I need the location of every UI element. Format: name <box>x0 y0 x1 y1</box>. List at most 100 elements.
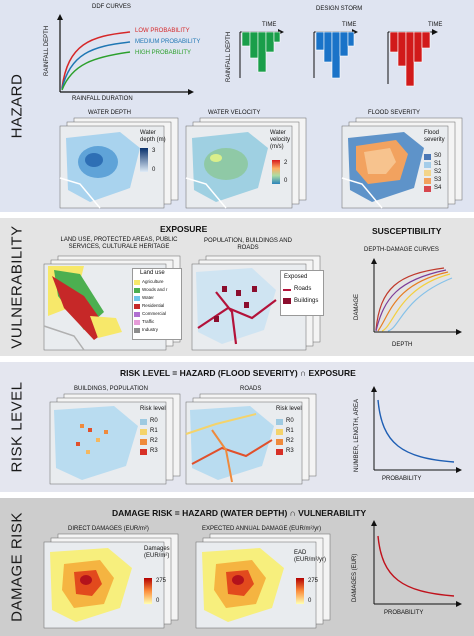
landuse-legend-title: Land use <box>140 270 165 276</box>
storm-ylabel: RAINFALL DEPTH <box>226 31 232 82</box>
risk-roads-map-stack <box>185 393 317 485</box>
water-velocity-map-stack <box>185 117 307 209</box>
depth-damage-ylabel: DAMAGE <box>354 293 360 320</box>
ddf-title: DDF CURVES <box>92 4 131 10</box>
storm-time-label-3: TIME <box>428 22 443 28</box>
ddf-chart <box>57 14 194 95</box>
ddf-curve-low <box>61 31 131 89</box>
legend-high-probability: HIGH PROBABILITY <box>135 50 192 56</box>
flood-severity-map-stack <box>341 117 463 209</box>
damage-risk-title: DAMAGE RISK <box>8 512 26 622</box>
ead-min: 0 <box>308 598 312 604</box>
landuse-agriculture: Agriculture <box>142 279 164 284</box>
direct-damages-max: 275 <box>156 578 167 584</box>
flood-severity-legend-title: Flood severity <box>424 130 445 143</box>
susceptibility-title: SUSCEPTIBILITY <box>372 226 442 236</box>
severity-class-s1: S1 <box>434 161 442 167</box>
design-storm-hyetographs <box>239 29 438 87</box>
exposure-title: EXPOSURE <box>160 224 208 234</box>
landuse-industry: Industry <box>142 327 159 332</box>
risk-class-r3: R3 <box>150 448 158 454</box>
risk-roads-caption: ROADS <box>240 386 262 392</box>
ddf-x-arrow <box>188 89 194 95</box>
storm-blue <box>313 29 358 79</box>
storm-title: DESIGN STORM <box>316 6 363 12</box>
depth-damage-chart <box>371 258 462 335</box>
water-depth-title: WATER DEPTH <box>88 110 131 116</box>
ead-colorbar <box>296 578 304 604</box>
water-depth-colorbar <box>140 148 148 172</box>
ddf-curve-medium <box>61 41 131 90</box>
severity-class-s4: S4 <box>434 185 442 191</box>
ddf-curve-high <box>61 51 131 91</box>
severity-class-s0: S0 <box>434 153 442 159</box>
damage-risk-header: DAMAGE RISK = HAZARD (WATER DEPTH) ∩ VUL… <box>112 508 367 518</box>
storm-time-label-1: TIME <box>262 22 277 28</box>
damage-xlabel: PROBABILITY <box>384 610 424 616</box>
vulnerability-title: VULNERABILITY <box>8 225 26 349</box>
hazard-title: HAZARD <box>8 73 26 139</box>
risk-roads-class-r2: R2 <box>286 438 294 444</box>
direct-damages-legend-title: Damages (EUR/m²) <box>144 546 170 559</box>
direct-damages-min: 0 <box>156 598 160 604</box>
risk-roads-class-r3: R3 <box>286 448 294 454</box>
landuse-water: Water <box>142 295 154 300</box>
severity-class-s3: S3 <box>434 177 442 183</box>
water-velocity-min: 0 <box>284 178 288 184</box>
risk-class-r1: R1 <box>150 428 158 434</box>
ead-max: 275 <box>308 578 319 584</box>
water-depth-legend-title: Water depth (m) <box>140 130 166 143</box>
exposed-roads: Roads <box>294 286 312 292</box>
population-caption: POPULATION, BUILDINGS AND ROADS <box>204 238 292 251</box>
depth-damage-xlabel: DEPTH <box>392 342 413 348</box>
risk-level-section: RISK LEVEL RISK LEVEL = HAZARD (FLOOD SE… <box>0 362 474 492</box>
risk-roads-class-r0: R0 <box>286 418 294 424</box>
damage-risk-section: DAMAGE RISK DAMAGE RISK = HAZARD (WATER … <box>0 498 474 636</box>
legend-medium-probability: MEDIUM PROBABILITY <box>135 39 201 45</box>
landuse-commercial: Commercial <box>142 311 167 316</box>
damage-ylabel: DAMAGES (EUR) <box>352 553 358 602</box>
risk-roads-class-r1: R1 <box>286 428 294 434</box>
water-velocity-max: 2 <box>284 160 288 166</box>
flood-severity-title: FLOOD SEVERITY <box>368 110 421 116</box>
risk-buildings-legend-title: Risk level <box>140 406 166 412</box>
exposed-legend-title: Exposed <box>284 274 308 280</box>
ddf-ylabel: RAINFALL DEPTH <box>44 25 50 76</box>
risk-level-title: RISK LEVEL <box>8 381 26 473</box>
risk-level-header: RISK LEVEL = HAZARD (FLOOD SEVERITY) ∩ E… <box>120 368 356 378</box>
damage-probability-chart <box>371 520 462 607</box>
risk-buildings-caption: BUILDINGS, POPULATION <box>74 386 148 392</box>
landuse-traffic: Traffic <box>142 319 155 324</box>
water-velocity-colorbar <box>272 160 280 184</box>
direct-damages-caption: DIRECT DAMAGES (EUR/m²) <box>68 526 149 532</box>
landuse-residential: Residential <box>142 303 165 308</box>
risk-class-r0: R0 <box>150 418 158 424</box>
water-velocity-legend-title: Water velocity (m/s) <box>270 130 291 150</box>
ead-map-stack <box>195 533 331 629</box>
water-velocity-title: WATER VELOCITY <box>208 110 261 116</box>
storm-green <box>239 29 284 78</box>
landuse-woods: Woods and r <box>142 287 168 292</box>
risk-ylabel: NUMBER, LENGTH, AREA <box>354 398 360 472</box>
risk-class-r2: R2 <box>150 438 158 444</box>
ddf-xlabel: RAINFALL DURATION <box>72 96 133 102</box>
water-depth-min: 0 <box>152 167 156 173</box>
risk-xlabel: PROBABILITY <box>382 476 422 482</box>
exposed-buildings: Buildings <box>294 298 319 304</box>
landuse-caption: LAND USE, PROTECTED AREAS, PUBLIC SERVIC… <box>60 237 178 250</box>
hazard-section: HAZARD DDF CURVES RAINFALL DEPTH RAINFAL… <box>0 0 474 212</box>
vulnerability-section: VULNERABILITY EXPOSURE SUSCEPTIBILITY LA… <box>0 218 474 356</box>
risk-probability-chart <box>371 386 462 473</box>
legend-low-probability: LOW PROBABILITY <box>135 28 190 34</box>
storm-time-label-2: TIME <box>342 22 357 28</box>
water-depth-max: 3 <box>152 148 156 154</box>
ddf-y-arrow <box>57 14 63 20</box>
ead-caption: EXPECTED ANNUAL DAMAGE (EUR/m²/yr) <box>202 526 322 532</box>
risk-roads-legend-title: Risk level <box>276 406 302 412</box>
direct-damages-colorbar <box>144 578 152 604</box>
depth-damage-title: DEPTH-DAMAGE CURVES <box>364 247 439 253</box>
water-depth-map-stack <box>59 117 179 209</box>
severity-class-s2: S2 <box>434 169 442 175</box>
storm-red <box>387 29 438 87</box>
